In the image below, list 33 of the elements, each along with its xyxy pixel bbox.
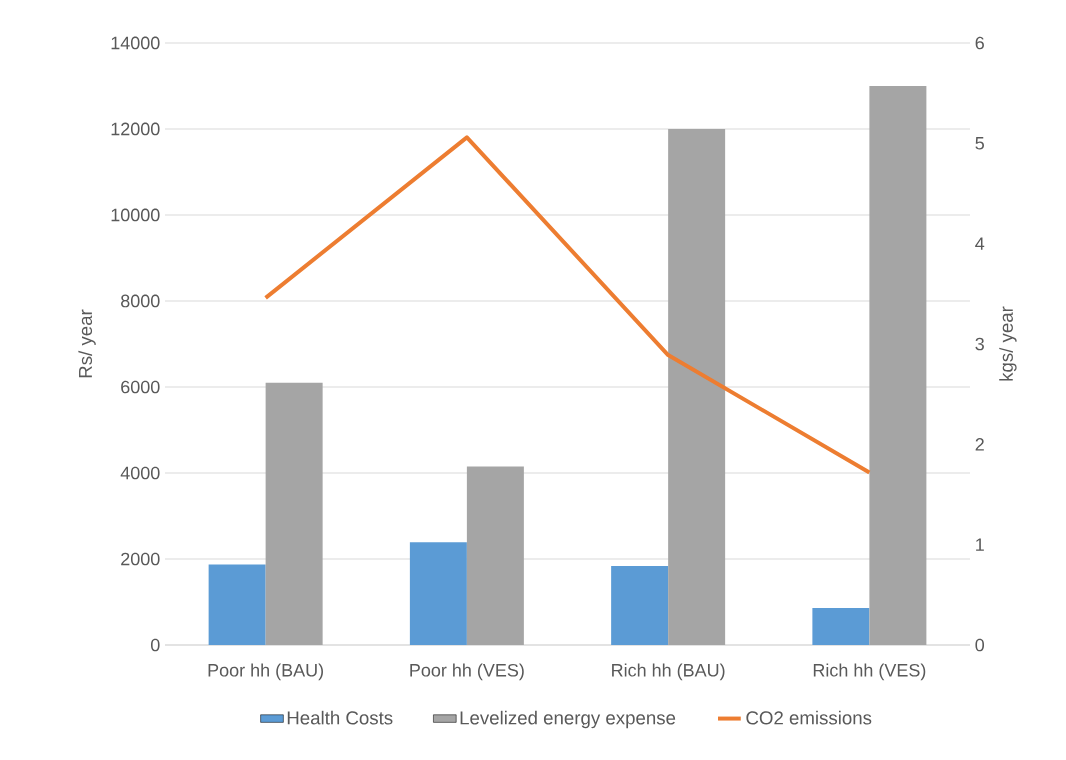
legend-label: CO2 emissions [746,710,872,725]
y-tick-label: 6000 [121,380,160,394]
y-tick-label: 2000 [121,552,160,566]
y2-axis-title: kgs/ year [999,306,1017,381]
y-tick-label: 0 [150,638,160,652]
x-tick-label: Poor hh (BAU) [208,663,323,681]
y-tick-label: 12000 [111,122,160,136]
y2-tick-label: 4 [975,237,985,250]
bar [812,608,870,645]
x-tick-label: Rich hh (BAU) [612,663,725,681]
x-tick-label: Rich hh (VES) [813,663,926,681]
y-tick-label: 4000 [120,466,160,480]
line-series [263,135,872,475]
y-axis-title: Rs/ year [78,309,96,378]
bar [869,85,927,645]
y2-tick-label: 2 [975,438,984,451]
bar [668,128,726,645]
y2-tick-label: 0 [975,638,985,652]
x-tick-label: Poor hh (VES) [410,663,524,681]
bar [611,565,669,645]
y-tick-label: 8000 [121,294,160,308]
y2-tick-label: 3 [975,337,984,351]
legend-label: Health Costs [287,710,393,725]
bar [208,564,266,645]
y2-tick-label: 5 [975,137,984,150]
y-tick-label: 14000 [111,36,160,50]
y-tick-label: 10000 [111,208,160,222]
y2-tick-label: 6 [975,36,984,50]
y2-tick-label: 1 [976,538,984,551]
bar [265,382,323,645]
bar [409,542,467,645]
legend-label: Levelized energy expense [460,710,676,729]
bar [466,466,524,645]
